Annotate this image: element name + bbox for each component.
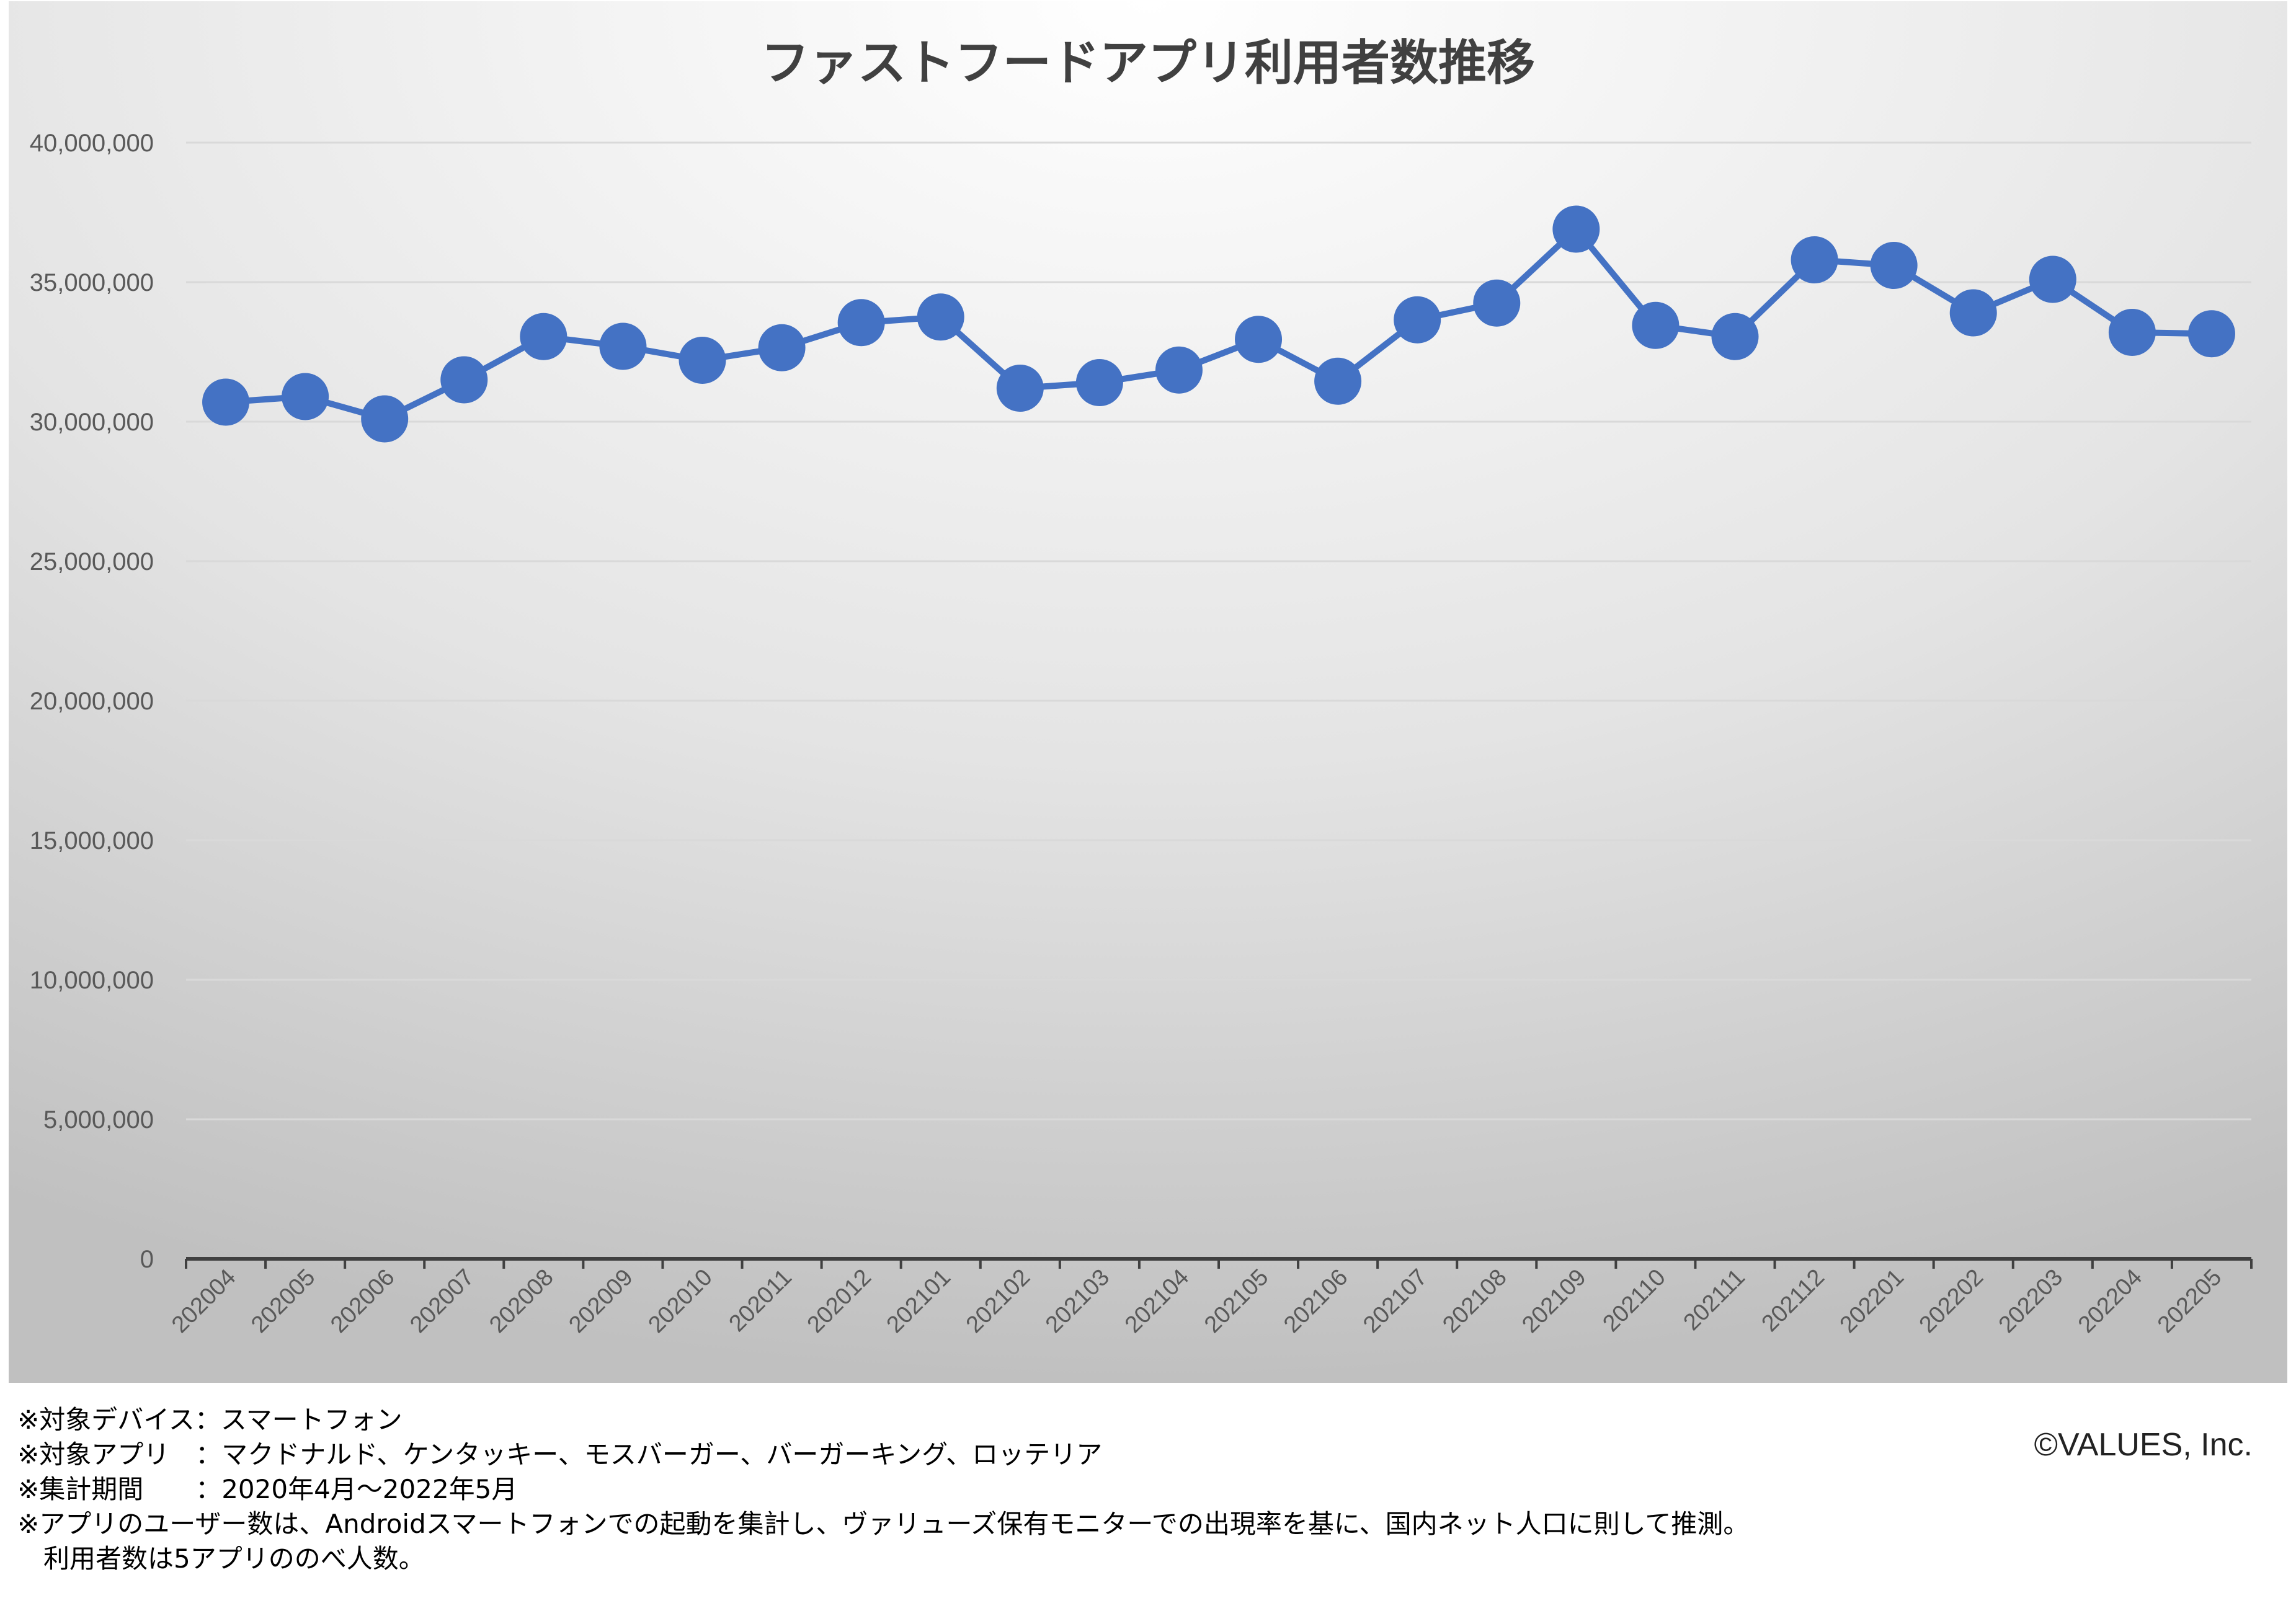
data-point bbox=[996, 365, 1044, 412]
y-tick-label: 35,000,000 bbox=[30, 269, 154, 296]
data-point bbox=[917, 293, 964, 341]
chart-background bbox=[9, 1, 2287, 1383]
data-point bbox=[1155, 346, 1203, 394]
y-tick-label: 0 bbox=[140, 1246, 154, 1273]
chart-title: ファストフードアプリ利用者数推移 bbox=[761, 35, 1535, 91]
notes: ※対象デバイス：スマートフォン ※対象アプリ ：マクドナルド、ケンタッキー、モス… bbox=[17, 1403, 1749, 1576]
data-point bbox=[520, 313, 567, 360]
data-point bbox=[282, 373, 329, 420]
data-point bbox=[679, 337, 726, 384]
data-point bbox=[2187, 310, 2235, 358]
data-point bbox=[1711, 313, 1759, 360]
data-point bbox=[1473, 279, 1521, 327]
data-point bbox=[1075, 359, 1123, 406]
data-point bbox=[837, 299, 885, 347]
data-point bbox=[1949, 289, 1997, 337]
chart: ファストフードアプリ利用者数推移 0 5,000,000 10,000,000 15,… bbox=[9, 1, 2287, 1383]
data-point bbox=[1552, 205, 1600, 253]
y-tick-label: 25,000,000 bbox=[30, 548, 154, 575]
y-tick-label: 15,000,000 bbox=[30, 827, 154, 854]
y-tick-label: 20,000,000 bbox=[30, 688, 154, 715]
data-point bbox=[1314, 357, 1362, 405]
data-point bbox=[1791, 236, 1838, 283]
copyright: ©VALUES, Inc. bbox=[2034, 1427, 2253, 1463]
data-point bbox=[2029, 255, 2076, 303]
y-tick-label: 10,000,000 bbox=[30, 967, 154, 994]
note-target-apps: ※対象アプリ ：マクドナルド、ケンタッキー、モスバーガー、バーガーキング、ロッテ… bbox=[17, 1439, 1103, 1470]
y-tick-label: 30,000,000 bbox=[30, 409, 154, 436]
data-point bbox=[1870, 242, 1918, 289]
data-point bbox=[361, 395, 409, 443]
data-point bbox=[758, 324, 806, 371]
y-tick-label: 5,000,000 bbox=[43, 1106, 154, 1134]
data-point bbox=[1235, 316, 1283, 363]
data-point bbox=[202, 378, 250, 426]
data-point bbox=[599, 322, 647, 370]
data-point bbox=[1632, 301, 1680, 349]
data-point bbox=[2108, 309, 2156, 356]
data-point bbox=[1394, 296, 1441, 344]
data-point bbox=[440, 356, 488, 404]
note-total-users: 利用者数は5アプリののべ人数。 bbox=[17, 1543, 425, 1574]
y-tick-label: 40,000,000 bbox=[30, 130, 154, 157]
note-methodology: ※アプリのユーザー数は、Androidスマートフォンでの起動を集計し、ヴァリュー… bbox=[17, 1509, 1750, 1539]
note-target-device: ※対象デバイス：スマートフォン bbox=[17, 1405, 403, 1435]
note-period: ※集計期間 ：2020年4月～2022年5月 bbox=[17, 1474, 518, 1504]
